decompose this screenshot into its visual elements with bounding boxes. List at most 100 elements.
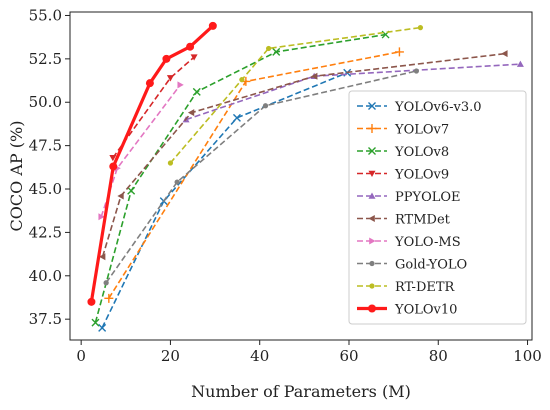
data-point-yolov8: [272, 47, 281, 56]
data-point-rtmdet: [117, 192, 124, 200]
legend-marker: [368, 102, 376, 110]
legend-item-gold-yolo: Gold-YOLO: [357, 258, 467, 273]
data-point-yolov10: [186, 42, 195, 51]
legend-item-ppyoloe: PPYOLOE: [357, 190, 461, 205]
data-point-gold-yolo: [103, 280, 109, 286]
data-point-rt-detr: [167, 160, 174, 166]
data-point-rtmdet: [187, 109, 195, 117]
legend-marker: [367, 124, 377, 133]
y-axis-label: COCO AP (%): [7, 121, 26, 232]
data-point-yolov7: [394, 47, 404, 57]
data-point-yolov6-v3-0: [232, 113, 241, 122]
legend-label: RT-DETR: [395, 280, 456, 295]
y-axis: 37.5 40.0 42.5 45.0 47.5 50.0 52.5 55.0: [29, 6, 70, 328]
data-point-yolov8: [127, 186, 136, 195]
y-tick-label: 37.5: [29, 310, 62, 328]
series-yolov9: [109, 54, 198, 162]
legend-marker: [368, 147, 376, 155]
series-line-yolov10: [89, 24, 214, 303]
legend-marker: [368, 192, 376, 199]
data-point-yolov7: [104, 293, 114, 303]
data-point-yolov10: [162, 54, 171, 63]
data-point-yolov10: [145, 79, 154, 88]
series-rt-detr: [167, 24, 424, 166]
series-yolov10: [87, 21, 217, 306]
series-line-yolov9: [112, 56, 195, 159]
data-point-gold-yolo: [174, 179, 180, 185]
x-tick-label: 40: [250, 347, 269, 365]
legend-label: Gold-YOLO: [395, 258, 467, 273]
legend-item-yolov10: YOLOv10: [357, 303, 457, 318]
legend-item-rt-detr: RT-DETR: [357, 280, 456, 295]
x-tick-label: 20: [161, 347, 180, 365]
legend-marker: [368, 215, 375, 222]
x-tick-label: 60: [339, 347, 358, 365]
legend-label: PPYOLOE: [395, 190, 461, 205]
series-line-gold-yolo: [105, 70, 417, 284]
legend-item-rtmdet: RTMDet: [357, 213, 451, 228]
series-yolo-ms: [98, 81, 184, 221]
y-tick-label: 52.5: [29, 50, 62, 68]
y-tick-label: 47.5: [29, 137, 62, 155]
data-point-yolov9: [166, 75, 174, 82]
legend-label: YOLOv7: [394, 123, 449, 138]
x-tick-label: 100: [513, 347, 542, 365]
data-point-yolov6-v3-0: [98, 323, 107, 332]
legend-item-yolov8: YOLOv8: [357, 145, 449, 160]
legend-item-yolov6-v3-0: YOLOv6-v3.0: [357, 100, 482, 115]
series-line-yolov6-v3-0: [101, 71, 348, 329]
data-point-ppyoloe: [516, 60, 524, 67]
series-rtmdet: [99, 50, 508, 261]
series-gold-yolo: [103, 68, 420, 286]
y-tick-label: 50.0: [29, 93, 62, 111]
series-yolov6-v3-0: [98, 68, 352, 332]
data-point-yolov10: [208, 21, 217, 30]
y-tick-label: 45.0: [29, 180, 62, 198]
legend: YOLOv6-v3.0 YOLOv7 YOLOv8 YOLOv9 PPYOLOE RTMD…: [348, 90, 527, 325]
data-point-yolov9: [109, 154, 117, 162]
data-point-yolo-ms: [98, 213, 105, 221]
legend-box: [348, 90, 527, 325]
series-line-rt-detr: [169, 26, 421, 164]
data-point-yolo-ms: [177, 81, 184, 89]
data-point-gold-yolo: [262, 103, 269, 109]
series-yolov7: [104, 47, 404, 303]
legend-marker: [368, 304, 376, 313]
legend-label: YOLOv6-v3.0: [394, 100, 482, 115]
x-axis: 0 20 40 60 80 100: [76, 340, 542, 365]
legend-label: YOLOv9: [394, 168, 449, 183]
legend-marker: [368, 170, 376, 177]
legend-label: YOLO-MS: [394, 235, 461, 250]
legend-marker: [369, 260, 375, 267]
legend-marker: [369, 237, 376, 245]
data-point-yolov8: [91, 318, 100, 327]
data-point-rtmdet: [501, 50, 508, 58]
data-point-yolov10: [109, 162, 118, 171]
data-point-rt-detr: [417, 24, 424, 31]
data-point-yolov10: [87, 297, 96, 306]
plot-data-layer: [87, 21, 524, 332]
data-point-yolov8: [192, 87, 201, 96]
data-point-gold-yolo: [413, 68, 420, 74]
y-tick-label: 55.0: [29, 6, 62, 24]
legend-label: YOLOv8: [394, 145, 449, 160]
legend-item-yolov9: YOLOv9: [357, 168, 449, 183]
y-tick-label: 42.5: [29, 223, 62, 241]
data-point-rt-detr: [239, 77, 245, 83]
legend-item-yolo-ms: YOLO-MS: [357, 235, 461, 250]
x-axis-label: Number of Parameters (M): [191, 382, 411, 401]
legend-item-yolov7: YOLOv7: [357, 123, 449, 138]
y-tick-label: 40.0: [29, 267, 62, 285]
x-tick-label: 0: [76, 347, 86, 365]
legend-marker: [369, 283, 375, 289]
plot-frame: [69, 11, 533, 341]
data-point-yolov9: [190, 54, 198, 61]
data-point-rtmdet: [99, 253, 106, 261]
legend-label: YOLOv10: [394, 303, 457, 318]
data-point-rtmdet: [311, 72, 318, 80]
legend-label: RTMDet: [395, 213, 451, 228]
series-line-yolo-ms: [100, 84, 181, 218]
x-tick-label: 80: [429, 347, 448, 365]
data-point-rt-detr: [266, 45, 272, 52]
